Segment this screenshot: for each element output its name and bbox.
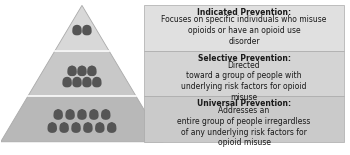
Bar <box>111 124 113 126</box>
Bar <box>81 111 83 113</box>
Text: Selective Prevention:: Selective Prevention: <box>197 54 290 63</box>
Circle shape <box>96 77 98 80</box>
Bar <box>71 67 73 70</box>
Bar <box>99 124 101 126</box>
Circle shape <box>98 122 101 125</box>
Bar <box>145 96 344 142</box>
Bar <box>145 51 344 96</box>
Circle shape <box>85 77 88 80</box>
Bar <box>69 111 71 113</box>
Circle shape <box>85 25 88 27</box>
Circle shape <box>76 77 78 80</box>
Text: Directed
toward a group of people with
underlying risk factors for opioid
misuse: Directed toward a group of people with u… <box>181 61 307 102</box>
Circle shape <box>51 122 54 125</box>
Bar <box>105 111 107 113</box>
Bar <box>96 78 98 81</box>
Circle shape <box>57 109 60 112</box>
Circle shape <box>71 66 74 68</box>
Circle shape <box>90 66 93 68</box>
Bar <box>51 124 53 126</box>
Bar <box>66 78 68 81</box>
Text: Indicated Prevention:: Indicated Prevention: <box>197 8 291 17</box>
Bar <box>81 67 83 70</box>
Circle shape <box>86 122 89 125</box>
Circle shape <box>110 122 113 125</box>
Bar <box>91 67 93 70</box>
Polygon shape <box>1 96 163 142</box>
Circle shape <box>63 122 65 125</box>
Circle shape <box>80 66 83 68</box>
Polygon shape <box>28 51 136 96</box>
Text: Focuses on specific individuals who misuse
opioids or have an opioid use
disorde: Focuses on specific individuals who misu… <box>161 15 327 46</box>
Bar <box>145 5 344 51</box>
Bar <box>76 78 78 81</box>
Polygon shape <box>55 5 109 51</box>
Bar <box>76 27 78 29</box>
Bar <box>75 124 77 126</box>
Text: Universal Prevention:: Universal Prevention: <box>197 99 291 108</box>
Circle shape <box>76 25 78 27</box>
Circle shape <box>69 109 71 112</box>
Bar <box>86 27 88 29</box>
Circle shape <box>104 109 107 112</box>
Circle shape <box>75 122 77 125</box>
Bar <box>86 78 88 81</box>
Bar <box>87 124 89 126</box>
Bar <box>63 124 65 126</box>
Bar <box>57 111 59 113</box>
Bar <box>93 111 95 113</box>
Circle shape <box>66 77 69 80</box>
Circle shape <box>80 109 83 112</box>
Text: Addresses an
entire group of people irregardless
of any underlying risk factors : Addresses an entire group of people irre… <box>177 106 311 147</box>
Circle shape <box>92 109 95 112</box>
